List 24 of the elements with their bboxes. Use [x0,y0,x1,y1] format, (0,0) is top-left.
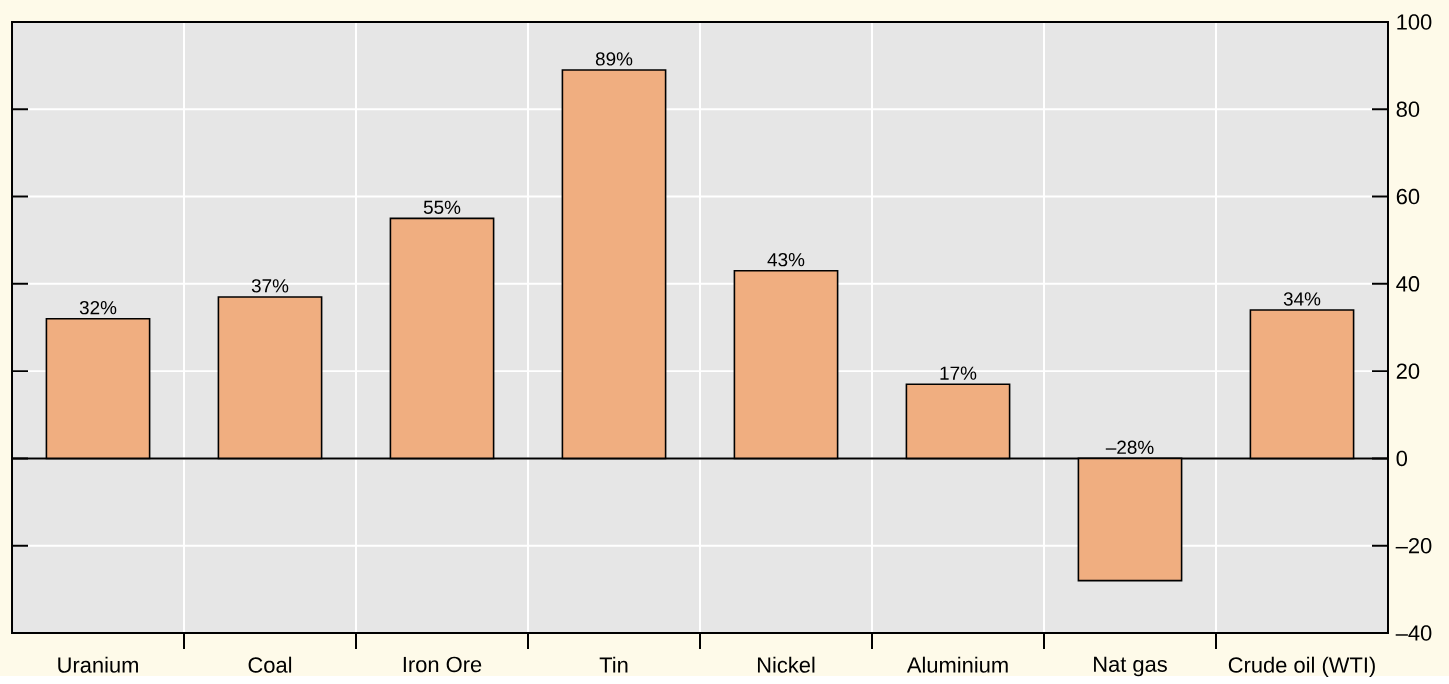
x-tick-label: Nat gas [1094,656,1167,677]
data-label: 32% [79,300,117,315]
data-label: 34% [1283,292,1321,306]
data-label: 37% [251,278,289,293]
x-tick-label: Nickel [757,656,815,673]
y-tick-label: 100 [1397,14,1432,30]
y-tick-label: 60 [1396,188,1420,205]
x-tick-label: Uranium [58,656,138,673]
data-label: –28% [1105,440,1154,454]
x-tick-label: Crude oil (WTI) [1228,656,1375,677]
y-tick-label: 80 [1396,101,1420,117]
y-tick-label: –20 [1395,537,1432,554]
data-label: 55% [423,200,461,214]
x-tick-label: Aluminium [906,656,1008,673]
x-tick-label: Iron Ore [403,656,482,672]
x-tick-label: Tin [599,656,628,673]
data-label: 17% [940,366,977,380]
y-tick-label: 20 [1396,363,1420,379]
data-label: 43% [767,252,805,267]
y-tick-label: 0 [1396,450,1408,466]
data-label: 89% [595,51,633,66]
x-tick-label: Coal [248,656,292,673]
y-tick-label: 40 [1396,275,1420,292]
y-tick-label: –40 [1395,625,1432,641]
